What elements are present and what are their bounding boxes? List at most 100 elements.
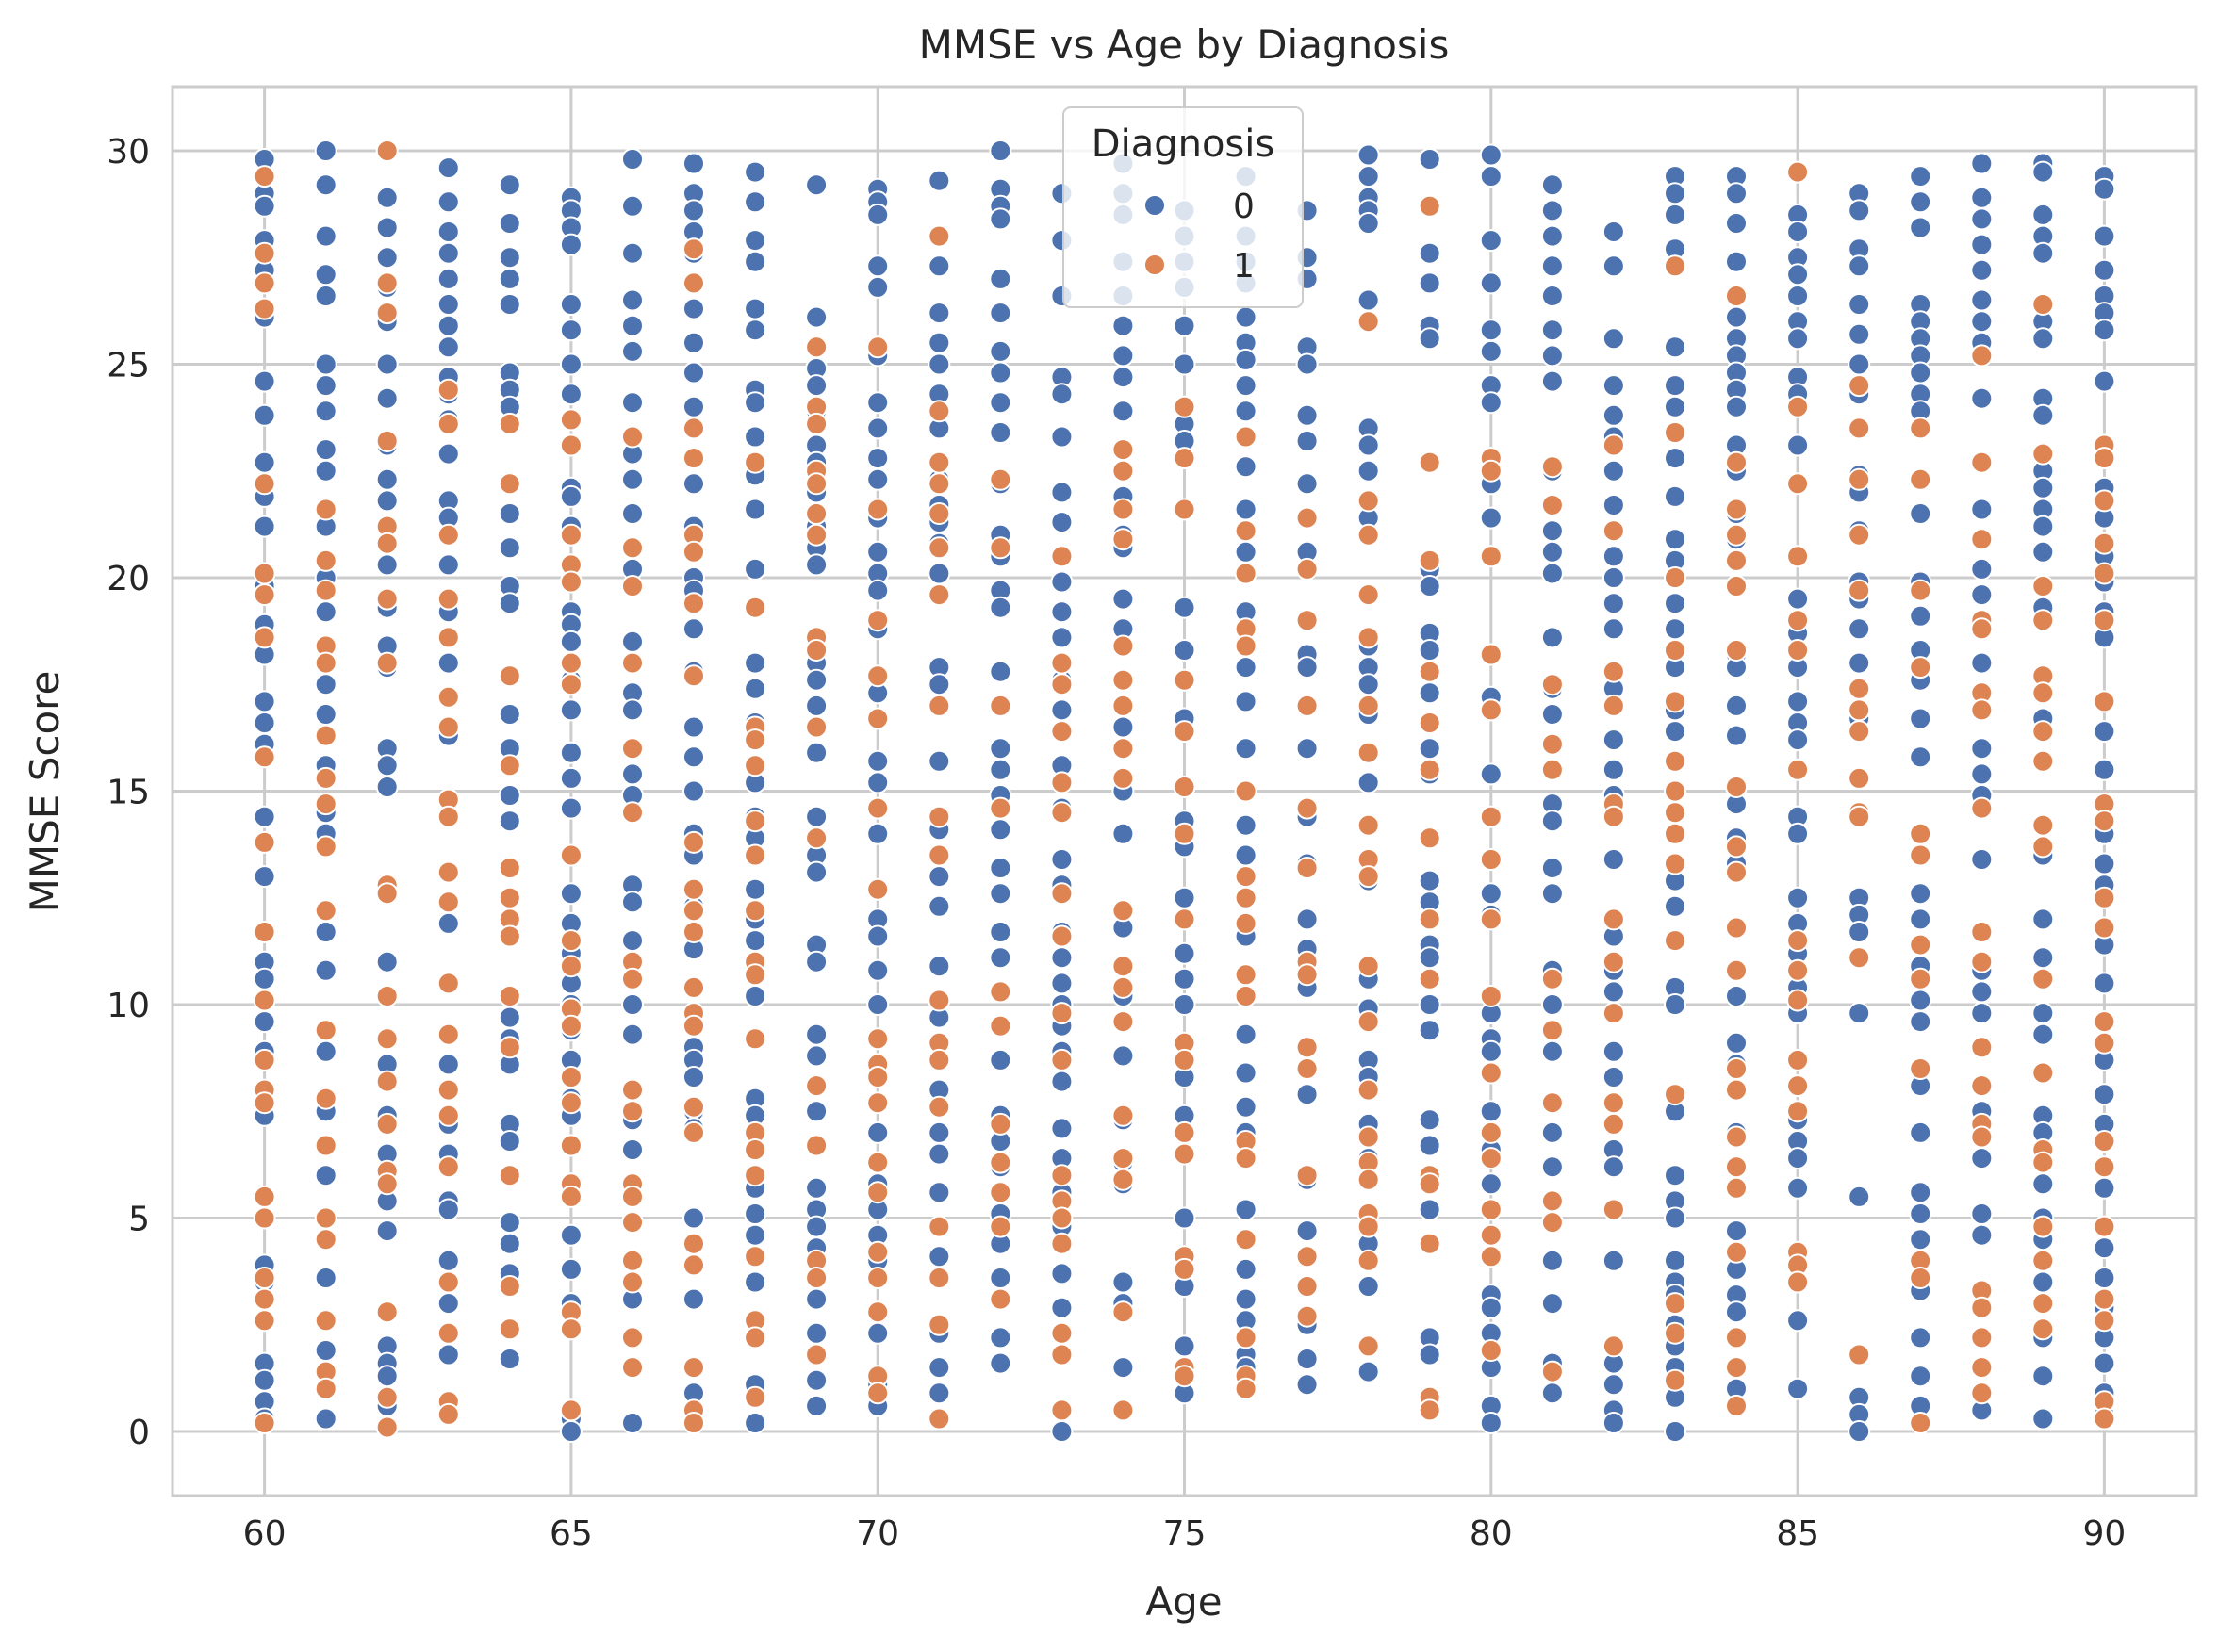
data-point	[805, 694, 829, 717]
data-point	[1173, 314, 1196, 337]
data-point	[1602, 592, 1625, 615]
data-point	[805, 412, 829, 435]
data-point	[989, 421, 1012, 444]
data-point	[559, 293, 583, 316]
data-point	[2031, 749, 2055, 773]
data-point	[1664, 929, 1686, 953]
data-point	[1540, 319, 1564, 342]
data-point	[1234, 813, 1257, 837]
data-point	[805, 1044, 829, 1068]
data-point	[1479, 545, 1503, 568]
data-point	[1540, 1091, 1564, 1115]
data-point	[1786, 587, 1810, 611]
data-point	[2031, 1317, 2055, 1341]
data-point	[744, 319, 767, 342]
data-point	[2031, 476, 2055, 499]
data-point	[805, 860, 829, 884]
data-point	[253, 1010, 276, 1034]
data-point	[375, 467, 399, 491]
data-point	[253, 1048, 276, 1071]
data-point	[436, 1343, 460, 1366]
data-point	[1479, 1223, 1503, 1247]
data-point	[1602, 433, 1625, 457]
data-point	[1479, 643, 1503, 666]
data-point	[744, 810, 767, 833]
data-point	[682, 1412, 705, 1434]
data-point	[1786, 1074, 1810, 1098]
data-point	[375, 1385, 399, 1409]
data-point	[928, 1215, 951, 1238]
data-point	[253, 1287, 276, 1311]
data-point	[253, 194, 276, 218]
data-point	[682, 472, 705, 496]
data-point	[1479, 882, 1503, 906]
data-point	[682, 617, 705, 641]
data-point	[989, 694, 1012, 717]
data-point	[1050, 1002, 1074, 1025]
data-point	[253, 712, 276, 734]
data-point	[1602, 221, 1625, 243]
data-point	[1295, 908, 1319, 931]
data-point	[559, 1066, 583, 1088]
data-point	[1786, 1147, 1810, 1170]
data-point	[498, 1036, 521, 1059]
data-point	[1909, 502, 1932, 525]
data-point	[498, 664, 521, 688]
data-point	[1848, 374, 1871, 398]
data-point	[1540, 199, 1564, 222]
data-point	[989, 139, 1012, 162]
data-point	[989, 1287, 1012, 1311]
data-point	[436, 1292, 460, 1316]
data-point	[1786, 609, 1810, 632]
data-point	[1909, 1326, 1932, 1349]
data-point	[1786, 728, 1810, 752]
data-point	[559, 698, 583, 722]
data-point	[1725, 724, 1748, 747]
data-point	[1356, 1334, 1380, 1358]
data-point	[989, 1151, 1012, 1174]
data-point	[1909, 216, 1932, 239]
data-point	[1725, 575, 1748, 597]
data-point	[1295, 609, 1319, 632]
data-point	[1848, 322, 1871, 346]
data-point	[805, 741, 829, 764]
data-point	[928, 894, 951, 918]
data-point	[1234, 374, 1257, 398]
data-point	[928, 865, 951, 889]
data-point	[1356, 771, 1380, 794]
data-point	[2093, 758, 2116, 781]
data-point	[621, 391, 644, 415]
data-point	[1111, 587, 1135, 611]
data-point	[498, 703, 521, 726]
data-point	[928, 1181, 951, 1204]
data-point	[1540, 1360, 1564, 1383]
data-point	[314, 1164, 337, 1187]
legend-title: Diagnosis	[1092, 123, 1274, 166]
data-point	[1295, 963, 1319, 987]
data-point	[559, 651, 583, 675]
data-point	[682, 1066, 705, 1088]
data-point	[1725, 1356, 1748, 1380]
data-point	[682, 152, 705, 175]
data-point	[1540, 254, 1564, 278]
data-point	[375, 352, 399, 376]
data-point	[805, 553, 829, 577]
data-point	[1540, 224, 1564, 248]
data-point	[2031, 540, 2055, 564]
data-point	[866, 467, 890, 491]
x-tick-label: 70	[856, 1514, 899, 1553]
data-point	[928, 1356, 951, 1380]
data-point	[621, 651, 644, 675]
data-point	[375, 651, 399, 675]
data-point	[1356, 310, 1380, 334]
data-point	[1295, 1275, 1319, 1298]
data-point	[1970, 152, 1994, 175]
data-point	[744, 190, 767, 214]
data-point	[436, 1402, 460, 1426]
data-point	[1234, 1287, 1257, 1311]
data-point	[559, 1257, 583, 1281]
data-point	[744, 1202, 767, 1225]
data-point	[1786, 1270, 1810, 1294]
data-point	[1173, 967, 1196, 990]
data-point	[1479, 1039, 1503, 1063]
